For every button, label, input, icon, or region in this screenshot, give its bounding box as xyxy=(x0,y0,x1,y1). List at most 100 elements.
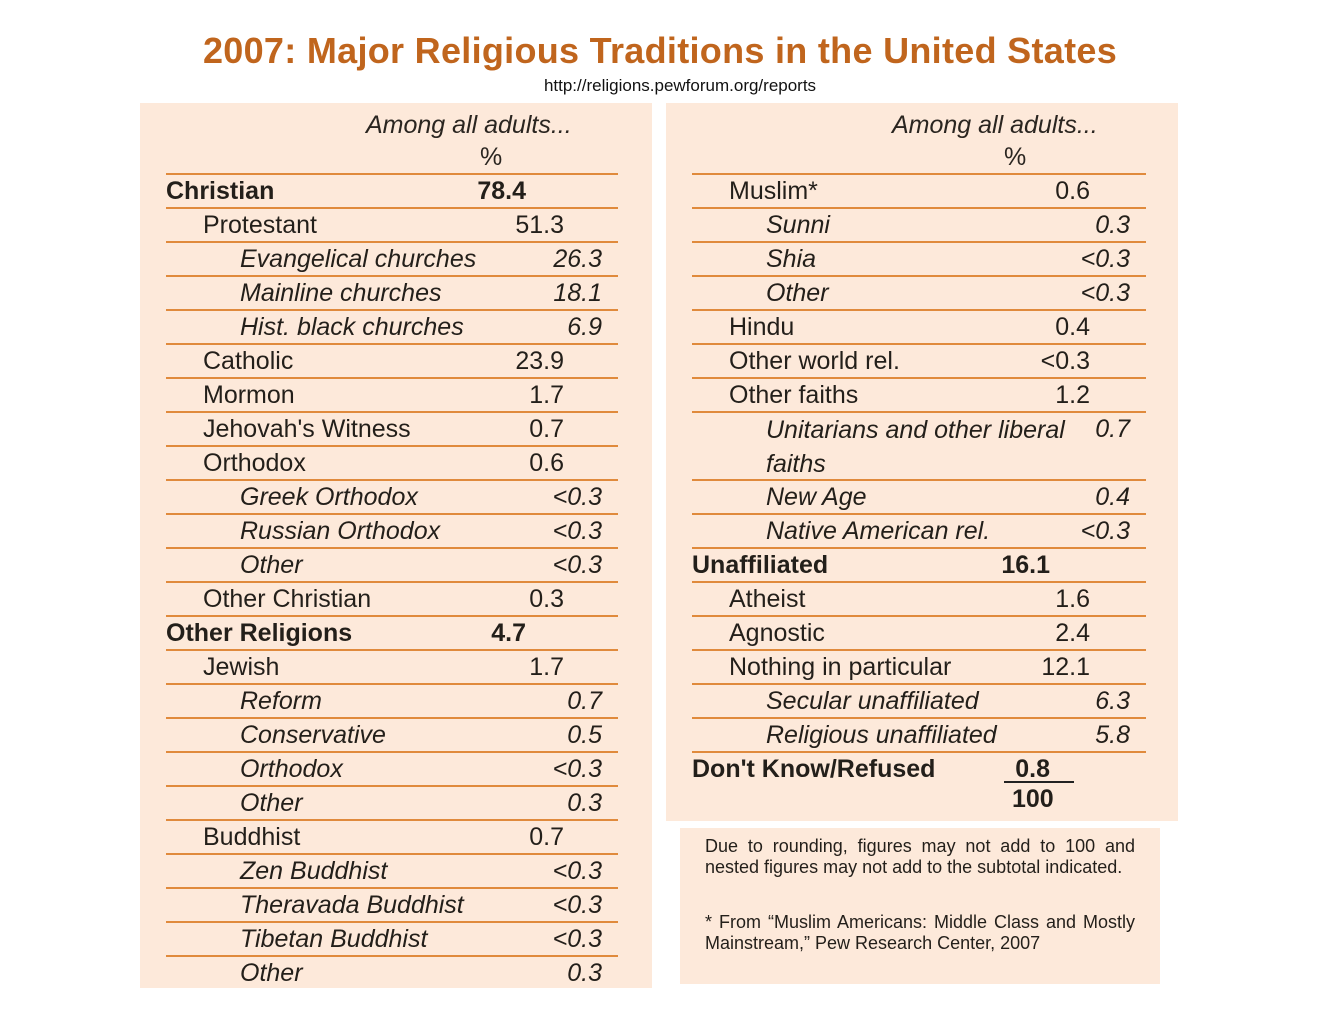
row-value: 0.3 xyxy=(567,959,602,987)
row-label: Unaffiliated xyxy=(692,551,829,579)
row-value: 1.6 xyxy=(1055,585,1090,613)
table-row: Nothing in particular 12.1 xyxy=(692,649,1146,683)
row-value: 18.1 xyxy=(553,279,602,307)
row-label: Other Christian xyxy=(203,585,372,613)
row-value: 26.3 xyxy=(553,245,602,273)
row-value: 1.2 xyxy=(1055,381,1090,409)
row-value: 0.4 xyxy=(1055,313,1090,341)
page-title: 2007: Major Religious Traditions in the … xyxy=(202,30,1118,71)
table-row: Orthodox <0.3 xyxy=(166,751,618,785)
row-value: 0.6 xyxy=(1055,177,1090,205)
rounding-note: Due to rounding, figures may not add to … xyxy=(705,836,1135,877)
column-unit: % xyxy=(1004,143,1027,171)
row-label: Other xyxy=(240,959,303,987)
row-value: 78.4 xyxy=(477,177,526,205)
left-table: Christian 78.4 Protestant 51.3 Evangelical c… xyxy=(166,173,618,989)
row-value: 12.1 xyxy=(1041,653,1090,681)
row-label: Jewish xyxy=(203,653,280,681)
row-label: Conservative xyxy=(240,721,386,749)
source-url: http://religions.pewforum.org/reports xyxy=(543,76,817,95)
row-label: Buddhist xyxy=(203,823,301,851)
row-value: 5.8 xyxy=(1095,721,1130,749)
row-label: Protestant xyxy=(203,211,317,239)
row-value: 23.9 xyxy=(515,347,564,375)
table-row: Buddhist 0.7 xyxy=(166,819,618,853)
column-caption: Among all adults... xyxy=(366,111,572,139)
row-label: Other Religions xyxy=(166,619,353,647)
table-row: Native American rel. <0.3 xyxy=(692,513,1146,547)
table-row: Other Christian 0.3 xyxy=(166,581,618,615)
row-label: Secular unaffiliated xyxy=(766,687,979,715)
source-note: * From “Muslim Americans: Middle Class a… xyxy=(705,912,1135,953)
table-row: Don't Know/Refused 0.8 xyxy=(692,751,1146,785)
row-label: Other world rel. xyxy=(729,347,900,375)
row-value: <0.3 xyxy=(552,755,602,783)
table-row: Sunni 0.3 xyxy=(692,207,1146,241)
left-table-panel: Among all adults... % Christian 78.4 Prote… xyxy=(140,103,652,988)
row-value: 0.3 xyxy=(567,789,602,817)
row-label: Theravada Buddhist xyxy=(240,891,464,919)
row-value: <0.3 xyxy=(552,517,602,545)
row-value: 0.7 xyxy=(529,823,564,851)
row-value: 51.3 xyxy=(515,211,564,239)
table-row: Unitarians and other liberal faiths 0.7 xyxy=(692,411,1146,479)
row-label: Mormon xyxy=(203,381,295,409)
row-value: <0.3 xyxy=(1040,347,1090,375)
table-row: Other Religions 4.7 xyxy=(166,615,618,649)
row-label: Greek Orthodox xyxy=(240,483,418,511)
row-label: Don't Know/Refused xyxy=(692,755,936,783)
row-value: 0.7 xyxy=(1095,415,1130,443)
row-value: <0.3 xyxy=(552,483,602,511)
row-label: Reform xyxy=(240,687,322,715)
right-table: Muslim* 0.6 Sunni 0.3 Shia <0.3 Other <0.3 Hindu… xyxy=(692,173,1146,785)
row-label: Zen Buddhist xyxy=(240,857,388,885)
table-row: Christian 78.4 xyxy=(166,173,618,207)
row-label: Hist. black churches xyxy=(240,313,464,341)
table-row: Other 0.3 xyxy=(166,785,618,819)
table-row: Theravada Buddhist <0.3 xyxy=(166,887,618,921)
table-row: New Age 0.4 xyxy=(692,479,1146,513)
table-row: Russian Orthodox <0.3 xyxy=(166,513,618,547)
row-label: Other xyxy=(240,789,303,817)
row-value: 16.1 xyxy=(1001,551,1050,579)
table-row: Unaffiliated 16.1 xyxy=(692,547,1146,581)
row-value: 0.3 xyxy=(529,585,564,613)
table-row: Jewish 1.7 xyxy=(166,649,618,683)
table-row: Orthodox 0.6 xyxy=(166,445,618,479)
row-value: 0.4 xyxy=(1095,483,1130,511)
table-row: Secular unaffiliated 6.3 xyxy=(692,683,1146,717)
table-row: Other world rel. <0.3 xyxy=(692,343,1146,377)
row-label: Native American rel. xyxy=(766,517,991,545)
notes-panel: Due to rounding, figures may not add to … xyxy=(680,828,1160,984)
row-label: New Age xyxy=(766,483,867,511)
row-label: Christian xyxy=(166,177,275,205)
table-row: Agnostic 2.4 xyxy=(692,615,1146,649)
total-rule xyxy=(1004,781,1074,783)
table-row: Zen Buddhist <0.3 xyxy=(166,853,618,887)
table-row: Shia <0.3 xyxy=(692,241,1146,275)
row-value: 0.3 xyxy=(1095,211,1130,239)
row-value: 6.9 xyxy=(567,313,602,341)
row-label: Shia xyxy=(766,245,817,273)
table-row: Other faiths 1.2 xyxy=(692,377,1146,411)
row-value: 0.6 xyxy=(529,449,564,477)
row-value: 0.8 xyxy=(1015,755,1050,783)
row-label: Mainline churches xyxy=(240,279,442,307)
row-value: <0.3 xyxy=(1080,245,1130,273)
table-row: Mormon 1.7 xyxy=(166,377,618,411)
row-value: <0.3 xyxy=(552,891,602,919)
table-row: Tibetan Buddhist <0.3 xyxy=(166,921,618,955)
row-label: Religious unaffiliated xyxy=(766,721,997,749)
row-label: Orthodox xyxy=(203,449,306,477)
row-label: Russian Orthodox xyxy=(240,517,441,545)
right-table-panel: Among all adults... % Muslim* 0.6 Sunni 0.3… xyxy=(666,103,1178,821)
table-row: Muslim* 0.6 xyxy=(692,173,1146,207)
row-label: Unitarians and other liberal faiths xyxy=(766,416,1065,478)
table-row: Hindu 0.4 xyxy=(692,309,1146,343)
row-label: Tibetan Buddhist xyxy=(240,925,428,953)
row-label: Hindu xyxy=(729,313,795,341)
row-label: Other faiths xyxy=(729,381,859,409)
row-value: <0.3 xyxy=(552,925,602,953)
grand-total: 100 xyxy=(1012,785,1054,813)
column-unit: % xyxy=(480,143,503,171)
